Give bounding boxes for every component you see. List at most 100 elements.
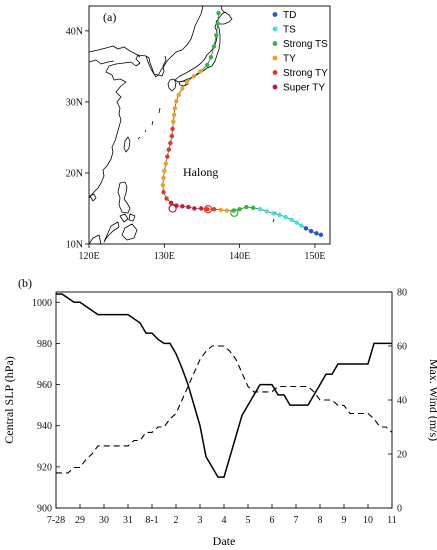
visayas-coast	[103, 213, 138, 243]
slp-series-line	[56, 293, 392, 478]
track-point-td	[318, 232, 324, 237]
track-point-ty	[176, 92, 181, 98]
track-point-ts	[283, 214, 288, 220]
right-y-tick-label: 0	[397, 504, 402, 515]
left-y-tick-label: 920	[37, 462, 52, 473]
track-point-ty	[184, 79, 190, 85]
x-axis-label: Date	[213, 534, 236, 548]
legend-label: Super TY	[283, 83, 325, 94]
left-y-tick-label: 900	[37, 504, 52, 515]
legend-marker	[272, 84, 278, 90]
track-point-ts	[299, 223, 304, 228]
korea-coast	[145, 55, 167, 77]
track-point-ty	[172, 106, 178, 111]
track-point-sty	[164, 196, 169, 201]
track-line	[162, 13, 322, 236]
track-point-sts	[215, 21, 220, 26]
shandong-coast	[89, 59, 115, 65]
track-point-td	[314, 231, 319, 236]
borneo-coast	[89, 234, 102, 244]
map-axis-ticks: 120E 130E 140E 150E 10N 20N 30N 40N	[66, 26, 326, 262]
track-point-ty	[218, 207, 223, 213]
map-y-tick-label: 40N	[66, 26, 83, 37]
panel-a-label: (a)	[103, 10, 116, 24]
left-y-tick-label: 1000	[32, 298, 52, 309]
timeseries-frame	[55, 291, 393, 509]
coastlines	[89, 6, 277, 244]
track-point-ty	[163, 161, 169, 166]
track-point-sts	[216, 10, 221, 16]
track-point-sts	[237, 206, 242, 212]
track-point-sty	[165, 154, 170, 159]
track-point-ty	[160, 182, 166, 188]
right-y-tick-label: 60	[397, 342, 407, 353]
track-point-sty	[168, 140, 173, 146]
track-point-ts	[277, 212, 282, 218]
track-point-ty	[171, 112, 177, 117]
track-point-ts	[271, 211, 276, 216]
timeseries-axis-ticks: 7-28 29 30 31 8-1 2 3 4 5 6 7 8 9 10 11 900 920 940 960 980…	[32, 288, 407, 527]
legend-marker	[272, 55, 278, 61]
legend-label: TS	[283, 25, 296, 36]
legend-label: Strong TY	[283, 68, 328, 79]
track-point-sts	[205, 62, 210, 68]
track-point-td	[303, 226, 309, 231]
x-tick-label: 9	[342, 515, 347, 526]
track-point-sts	[211, 44, 217, 49]
track-point-ts	[294, 220, 300, 225]
x-tick-label: 5	[246, 515, 251, 526]
x-tick-label: 8-1	[145, 515, 158, 526]
bohai-coast	[89, 45, 141, 58]
track-point-ty	[171, 119, 176, 125]
track-point-sts	[208, 54, 214, 60]
intensity-legend: TD TS Strong TS TY Strong TY Super TY	[272, 10, 328, 94]
taiwan-coast	[123, 136, 131, 153]
panel-b-label: (b)	[18, 276, 32, 290]
wind-series-line	[56, 345, 393, 474]
track-point-ty	[162, 168, 167, 174]
track-point-ts	[257, 206, 263, 212]
map-frame	[88, 5, 331, 245]
hainan-coast	[89, 193, 97, 202]
map-y-tick-label: 10N	[66, 240, 83, 251]
track-point-sty	[161, 189, 166, 195]
track-open-circle	[203, 204, 213, 214]
x-tick-label: 31	[123, 515, 133, 526]
left-y-axis-label: Central SLP (hPa)	[2, 356, 16, 444]
legend-label: TY	[283, 54, 296, 65]
legend-label: Strong TS	[283, 39, 328, 50]
track-point-superty	[168, 200, 174, 205]
track-point-sty	[211, 206, 217, 212]
intensity-timeseries-panel: 7-28 29 30 31 8-1 2 3 4 5 6 7 8 9 10 11 900 920 940 960 980…	[2, 276, 437, 548]
left-y-tick-label: 940	[37, 421, 52, 432]
track-point-sty	[169, 133, 175, 139]
map-y-tick-label: 30N	[66, 97, 83, 108]
x-tick-label: 29	[75, 515, 85, 526]
track-point-superty	[186, 204, 191, 210]
shikoku-coast	[178, 80, 189, 87]
sakhalin-coast	[220, 6, 225, 13]
timeseries-lines	[56, 293, 393, 478]
track-point-sty	[166, 147, 172, 152]
left-y-tick-label: 960	[37, 380, 52, 391]
luzon-coast	[117, 181, 131, 214]
track-point-sty	[205, 206, 210, 212]
map-x-tick-label: 120E	[78, 251, 99, 262]
right-y-tick-label: 20	[397, 450, 407, 461]
track-point-superty	[192, 206, 197, 211]
track-point-ty	[174, 99, 179, 104]
right-y-tick-label: 40	[397, 396, 407, 407]
x-tick-label: 30	[99, 515, 109, 526]
legend-marker	[272, 26, 278, 32]
right-y-axis-label: Max. Wind (m/s)	[427, 359, 437, 441]
track-point-sts	[244, 204, 249, 210]
track-point-ts	[264, 209, 269, 214]
mainland-coast	[89, 6, 204, 199]
x-tick-label: 7	[294, 515, 299, 526]
x-tick-label: 8	[318, 515, 323, 526]
x-tick-label: 6	[270, 515, 275, 526]
track-point-ty	[224, 208, 230, 213]
x-tick-label: 2	[174, 515, 179, 526]
